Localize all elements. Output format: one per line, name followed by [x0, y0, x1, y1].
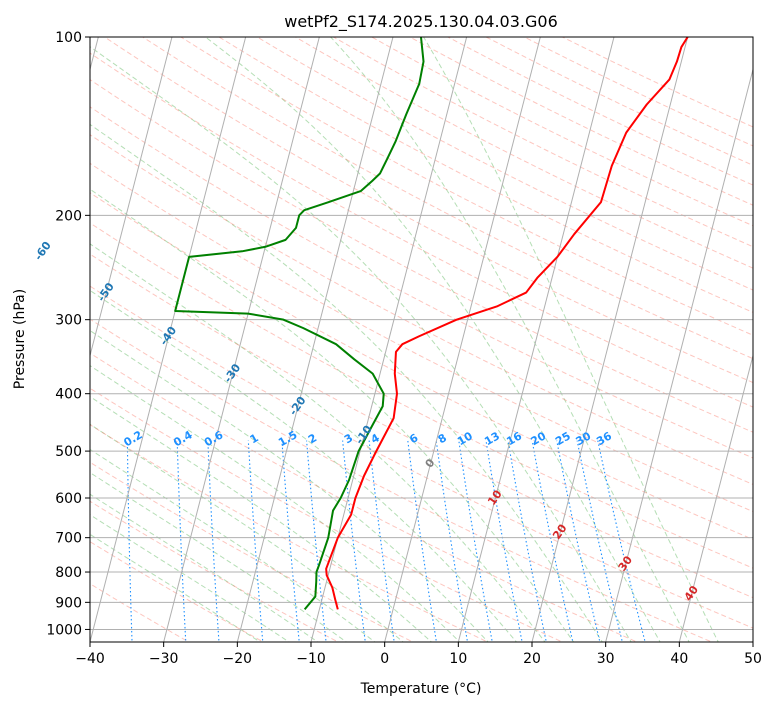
mixing-ratio-line [407, 440, 437, 642]
mixing-ratio-line [556, 440, 601, 642]
isotherm-line [531, 37, 689, 642]
x-tick-label: 40 [670, 651, 688, 667]
isotherm-line [457, 37, 615, 642]
x-tick-label: 20 [523, 651, 541, 667]
x-tick-label: −10 [296, 651, 326, 667]
y-tick-label: 100 [55, 30, 82, 46]
plot-frame [89, 36, 754, 643]
chart-title: wetPf2_S174.2025.130.04.03.G06 [284, 12, 558, 32]
y-tick-label: 600 [55, 491, 82, 507]
x-tick-label: −20 [223, 651, 253, 667]
isotherm-line [384, 37, 541, 642]
dry-adiabat [90, 192, 753, 541]
y-tick-label: 800 [55, 565, 82, 581]
y-tick-label: 300 [55, 313, 82, 329]
temperature-line [325, 37, 689, 610]
dry-adiabat [90, 134, 753, 485]
x-tick-label: 10 [449, 651, 467, 667]
isotherm-line [605, 67, 753, 642]
x-tick-label: 0 [380, 651, 389, 667]
mixing-ratio-line [368, 440, 395, 642]
dry-adiabat [90, 106, 753, 459]
mixing-ratio-line [458, 440, 493, 642]
dewpoint-line [174, 37, 425, 611]
plot-area [90, 37, 753, 642]
isobar-lines [90, 37, 753, 630]
y-axis: 100 200 300 400 500 600 700 800 900 1000 [46, 30, 90, 638]
mixing-ratio-line [507, 440, 547, 642]
y-axis-label: Pressure (hPa) [12, 289, 28, 389]
mixing-ratio-line [531, 440, 574, 642]
mixing-ratio-line [207, 440, 220, 642]
mixing-ratio-line [485, 440, 523, 642]
mixing-ratio-line [306, 440, 327, 642]
x-axis-label: Temperature (°C) [360, 681, 482, 697]
mixing-ratio-line [126, 440, 133, 642]
mixing-ratio-line [281, 440, 300, 642]
moist-adiabat [90, 289, 518, 642]
mixing-ratio-line [176, 440, 187, 642]
mixing-ratio-line [342, 440, 366, 642]
dry-adiabat [90, 222, 753, 569]
y-tick-label: 700 [55, 531, 82, 547]
dry-adiabat [90, 253, 753, 599]
y-tick-label: 1000 [46, 622, 82, 638]
dry-adiabat [103, 37, 753, 384]
mixing-ratio-lines [126, 440, 646, 642]
x-axis: −40 −30 −20 −10 0 10 20 30 40 50 [75, 642, 762, 667]
isotherm-line [236, 37, 394, 642]
mixing-ratio-line [576, 440, 623, 642]
isotherm-lines [90, 37, 753, 642]
dry-adiabat [90, 79, 753, 433]
mixing-ratio-line [247, 440, 264, 642]
x-tick-label: −40 [75, 651, 105, 667]
isotherm-line [90, 37, 173, 358]
x-tick-label: −30 [149, 651, 179, 667]
x-tick-label: 50 [744, 651, 762, 667]
y-tick-label: 500 [55, 444, 82, 460]
mixing-ratio-line [597, 440, 646, 642]
isotherm-line [90, 37, 247, 642]
x-tick-label: 30 [597, 651, 615, 667]
moist-adiabat [90, 448, 376, 642]
sounding-series [174, 37, 689, 611]
y-tick-label: 200 [55, 208, 82, 224]
isotherm-line [678, 353, 753, 642]
isotherm-line [163, 37, 320, 642]
y-tick-label: 400 [55, 387, 82, 403]
y-tick-label: 900 [55, 595, 82, 611]
